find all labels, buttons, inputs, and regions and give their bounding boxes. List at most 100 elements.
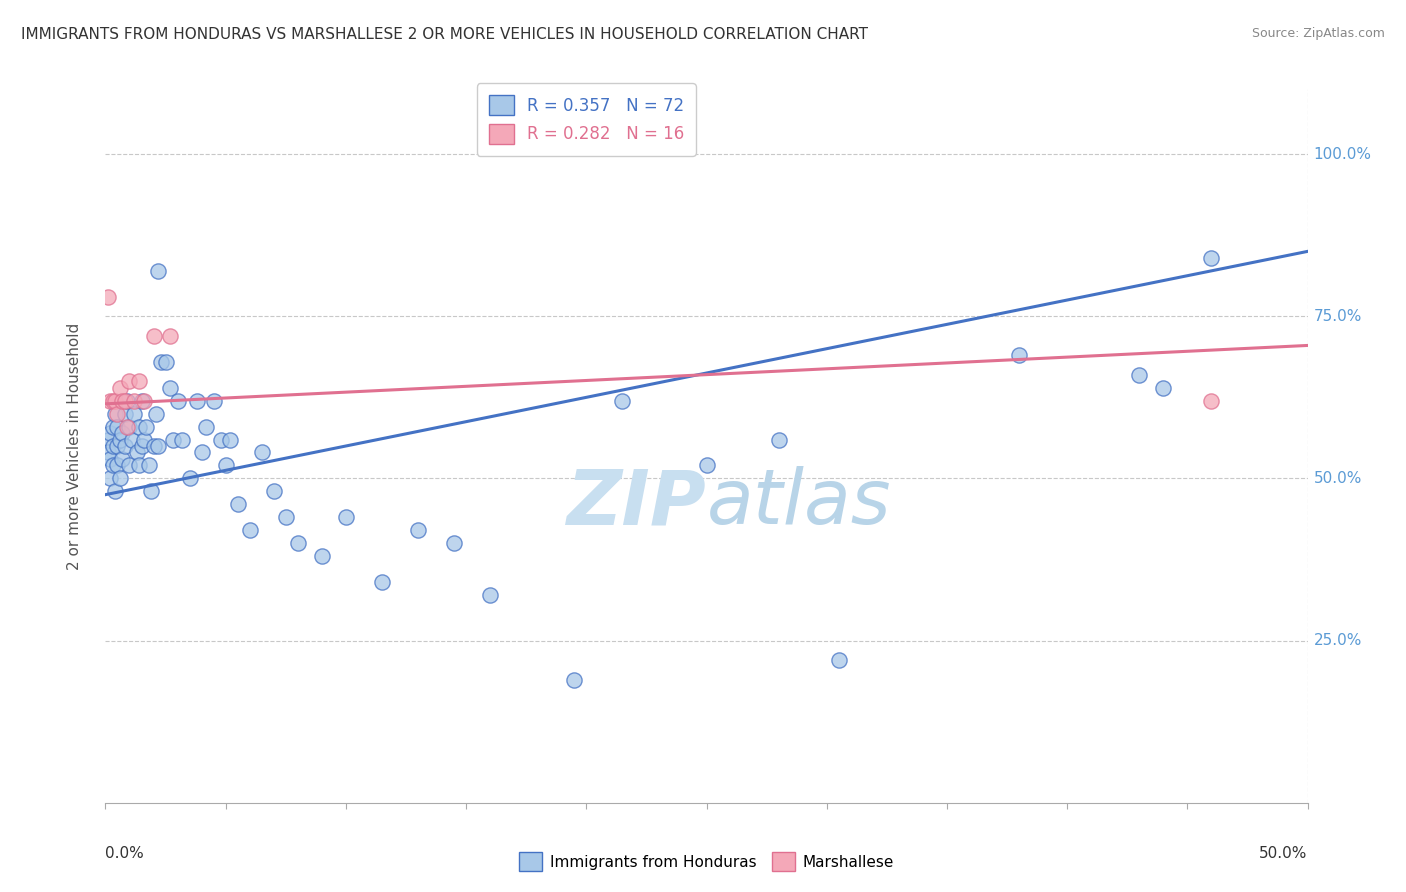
Point — [1128, 368, 1150, 382]
Point — [98, 471, 121, 485]
Point — [287, 536, 309, 550]
Point — [138, 458, 160, 473]
Text: 75.0%: 75.0% — [1313, 309, 1362, 324]
Point — [1201, 251, 1223, 265]
Point — [250, 445, 273, 459]
Point — [115, 393, 138, 408]
Point — [132, 433, 155, 447]
Point — [612, 393, 634, 408]
Point — [479, 588, 502, 602]
Point — [107, 458, 129, 473]
Point — [443, 536, 465, 550]
Point — [118, 419, 141, 434]
Point — [97, 290, 120, 304]
Point — [111, 393, 134, 408]
Point — [111, 452, 134, 467]
Point — [1008, 348, 1031, 362]
Text: 0.0%: 0.0% — [105, 846, 145, 861]
Point — [159, 328, 181, 343]
Text: atlas: atlas — [707, 467, 891, 540]
Point — [1152, 381, 1174, 395]
Point — [1201, 393, 1223, 408]
Text: ZIP: ZIP — [567, 467, 707, 540]
Point — [311, 549, 333, 564]
Point — [131, 439, 153, 453]
Point — [219, 433, 242, 447]
Point — [104, 407, 127, 421]
Point — [135, 419, 157, 434]
Point — [202, 393, 225, 408]
Point — [335, 510, 357, 524]
Legend: Immigrants from Honduras, Marshallese: Immigrants from Honduras, Marshallese — [513, 847, 900, 877]
Point — [107, 407, 129, 421]
Point — [104, 484, 127, 499]
Point — [114, 407, 136, 421]
Point — [111, 425, 134, 440]
Point — [768, 433, 790, 447]
Point — [131, 393, 153, 408]
Point — [101, 458, 124, 473]
Text: 100.0%: 100.0% — [1313, 146, 1372, 161]
Point — [696, 458, 718, 473]
Point — [128, 458, 150, 473]
Point — [166, 393, 188, 408]
Point — [214, 458, 236, 473]
Point — [108, 471, 131, 485]
Text: 25.0%: 25.0% — [1313, 633, 1362, 648]
Point — [124, 407, 146, 421]
Point — [97, 445, 120, 459]
Point — [190, 445, 212, 459]
Text: Source: ZipAtlas.com: Source: ZipAtlas.com — [1251, 27, 1385, 40]
Point — [148, 439, 170, 453]
Point — [142, 328, 165, 343]
Point — [107, 419, 129, 434]
Point — [108, 381, 131, 395]
Point — [114, 439, 136, 453]
Point — [98, 452, 121, 467]
Point — [104, 393, 127, 408]
Point — [149, 354, 172, 368]
Point — [101, 419, 124, 434]
Point — [186, 393, 208, 408]
Point — [209, 433, 232, 447]
Point — [118, 374, 141, 388]
Point — [114, 393, 136, 408]
Point — [172, 433, 194, 447]
Text: 50.0%: 50.0% — [1313, 471, 1362, 486]
Point — [128, 419, 150, 434]
Point — [142, 439, 165, 453]
Point — [263, 484, 285, 499]
Y-axis label: 2 or more Vehicles in Household: 2 or more Vehicles in Household — [67, 322, 82, 570]
Point — [162, 433, 184, 447]
Point — [139, 484, 162, 499]
Point — [128, 374, 150, 388]
Point — [124, 393, 146, 408]
Point — [118, 458, 141, 473]
Text: 50.0%: 50.0% — [1260, 846, 1308, 861]
Point — [115, 419, 138, 434]
Point — [97, 433, 120, 447]
Point — [98, 393, 121, 408]
Point — [274, 510, 297, 524]
Point — [145, 407, 167, 421]
Point — [101, 439, 124, 453]
Point — [132, 393, 155, 408]
Point — [159, 381, 181, 395]
Point — [125, 445, 148, 459]
Point — [371, 575, 394, 590]
Point — [155, 354, 177, 368]
Point — [107, 439, 129, 453]
Point — [562, 673, 585, 687]
Point — [108, 433, 131, 447]
Point — [406, 524, 429, 538]
Point — [101, 393, 124, 408]
Point — [226, 497, 249, 511]
Point — [828, 653, 851, 667]
Point — [121, 433, 143, 447]
Point — [239, 524, 262, 538]
Point — [179, 471, 201, 485]
Point — [98, 425, 121, 440]
Text: IMMIGRANTS FROM HONDURAS VS MARSHALLESE 2 OR MORE VEHICLES IN HOUSEHOLD CORRELAT: IMMIGRANTS FROM HONDURAS VS MARSHALLESE … — [21, 27, 868, 42]
Point — [195, 419, 218, 434]
Point — [148, 264, 170, 278]
